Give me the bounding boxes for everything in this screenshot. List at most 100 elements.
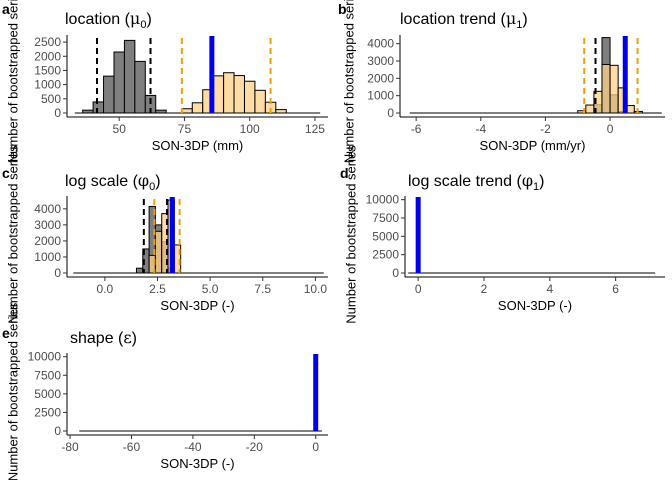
histogram-bar xyxy=(191,102,204,114)
title-text: log scale trend ( xyxy=(408,173,523,190)
y-tick-label: 7500 xyxy=(34,368,61,382)
panel-e: e shape (ε) Number of bootstrapped series -… xyxy=(2,302,328,480)
x-axis-label: SON-3DP (-) xyxy=(160,456,234,471)
title-close: ) xyxy=(155,173,160,190)
y-tick-label: 500 xyxy=(41,92,61,106)
title-symbol: μ xyxy=(506,9,516,28)
histogram-bar xyxy=(212,75,225,114)
title-text: location trend ( xyxy=(400,11,507,28)
title-close: ) xyxy=(539,173,544,190)
title-symbol: φ xyxy=(138,171,149,190)
panel-tag: c xyxy=(2,165,10,181)
panel-tag: a xyxy=(2,1,10,17)
histogram-bar xyxy=(181,108,193,114)
y-tick-label: 2000 xyxy=(367,71,394,85)
y-axis-label: Number of bootstrapped series xyxy=(343,145,358,324)
panel-b: b location trend (μ1) Number of bootstrapp… xyxy=(338,0,665,163)
x-tick-label: 75 xyxy=(178,122,192,136)
y-tick-label: 2000 xyxy=(34,234,61,248)
y-tick-label: 1500 xyxy=(34,63,61,77)
x-tick-label: -60 xyxy=(123,440,141,454)
x-tick-label: 10.0 xyxy=(304,282,328,296)
histogram-bar xyxy=(243,80,256,114)
histogram-bar xyxy=(223,72,235,114)
x-tick-label: 5.0 xyxy=(202,282,219,296)
y-tick-label: 2500 xyxy=(34,405,61,419)
title-symbol: φ xyxy=(522,171,533,190)
y-tick-label: 0 xyxy=(54,424,61,438)
title-symbol: μ xyxy=(130,9,140,28)
title-close: ) xyxy=(132,330,137,347)
y-tick-label: 1000 xyxy=(367,89,394,103)
title-text: log scale ( xyxy=(65,173,139,190)
panel-tag: b xyxy=(338,1,347,17)
x-tick-label: -6 xyxy=(411,122,422,136)
y-tick-label: 4000 xyxy=(367,37,394,51)
title-subscript: 0 xyxy=(140,19,146,31)
x-axis-label: SON-3DP (mm/yr) xyxy=(480,138,586,153)
panel-title: log scale (φ0) xyxy=(65,171,161,193)
title-subscript: 1 xyxy=(533,181,539,193)
x-tick-label: -40 xyxy=(184,440,202,454)
x-tick-label: 50 xyxy=(113,122,127,136)
title-close: ) xyxy=(146,11,151,28)
panel-d: d log scale trend (φ1) Number of bootstrap… xyxy=(340,145,665,324)
panel-title: location (μ0) xyxy=(65,9,152,31)
histogram-bar xyxy=(134,60,146,114)
histogram-bar xyxy=(601,63,611,114)
y-tick-label: 2000 xyxy=(34,49,61,63)
y-tick-label: 4000 xyxy=(34,202,61,216)
x-tick-label: 2.5 xyxy=(149,282,166,296)
y-axis-label: Number of bootstrapped series xyxy=(5,302,20,480)
x-tick-label: -20 xyxy=(246,440,264,454)
y-axis-label: Number of bootstrapped series xyxy=(5,145,20,324)
title-close: ) xyxy=(522,11,527,28)
title-text: shape ( xyxy=(70,330,124,347)
histogram-bar xyxy=(585,104,595,114)
x-axis-label: SON-3DP (-) xyxy=(498,298,572,313)
x-tick-label: 100 xyxy=(240,122,260,136)
y-tick-label: 0 xyxy=(54,106,61,120)
y-tick-label: 10000 xyxy=(28,350,62,364)
x-tick-label: 6 xyxy=(612,282,619,296)
x-tick-label: 2 xyxy=(481,282,488,296)
y-tick-label: 3000 xyxy=(34,218,61,232)
y-tick-label: 5000 xyxy=(372,229,399,243)
y-tick-label: 0 xyxy=(387,106,394,120)
y-tick-label: 2500 xyxy=(34,35,61,49)
y-tick-label: 0 xyxy=(392,266,399,280)
x-tick-label: -4 xyxy=(475,122,486,136)
title-symbol: ε xyxy=(123,328,131,347)
x-tick-label: 0 xyxy=(312,440,319,454)
y-tick-label: 3000 xyxy=(367,54,394,68)
panel-c: c log scale (φ0)Number of bootstrapped se… xyxy=(2,145,328,324)
y-axis-label: Number of bootstrapped series xyxy=(341,0,356,163)
y-tick-label: 0 xyxy=(54,266,61,280)
panel-title: shape (ε) xyxy=(70,328,137,347)
y-axis-label: Number of bootstrapped series xyxy=(5,0,20,163)
panel-a: a location (μ0) Number of bootstrapped ser… xyxy=(2,0,328,163)
panel-title: log scale trend (φ1) xyxy=(408,171,545,193)
x-axis-label: SON-3DP (mm) xyxy=(152,138,243,153)
title-subscript: 0 xyxy=(149,181,155,193)
histogram-bar xyxy=(123,39,136,114)
histogram-bar xyxy=(135,267,144,274)
x-tick-label: -80 xyxy=(61,440,79,454)
x-tick-label: 0 xyxy=(607,122,614,136)
histogram-bar xyxy=(233,75,245,114)
x-tick-label: 7.5 xyxy=(254,282,271,296)
x-axis-label: SON-3DP (-) xyxy=(160,298,234,313)
y-tick-label: 1000 xyxy=(34,250,61,264)
x-tick-label: 0.0 xyxy=(97,282,114,296)
y-tick-label: 7500 xyxy=(372,211,399,225)
y-tick-label: 2500 xyxy=(372,248,399,262)
panel-tag: e xyxy=(2,325,10,341)
title-subscript: 1 xyxy=(516,19,522,31)
histogram-bar xyxy=(103,75,115,114)
histogram-bar xyxy=(154,230,163,274)
x-tick-label: 4 xyxy=(546,282,553,296)
y-tick-label: 1000 xyxy=(34,78,61,92)
panel-title: location trend (μ1) xyxy=(400,9,528,31)
